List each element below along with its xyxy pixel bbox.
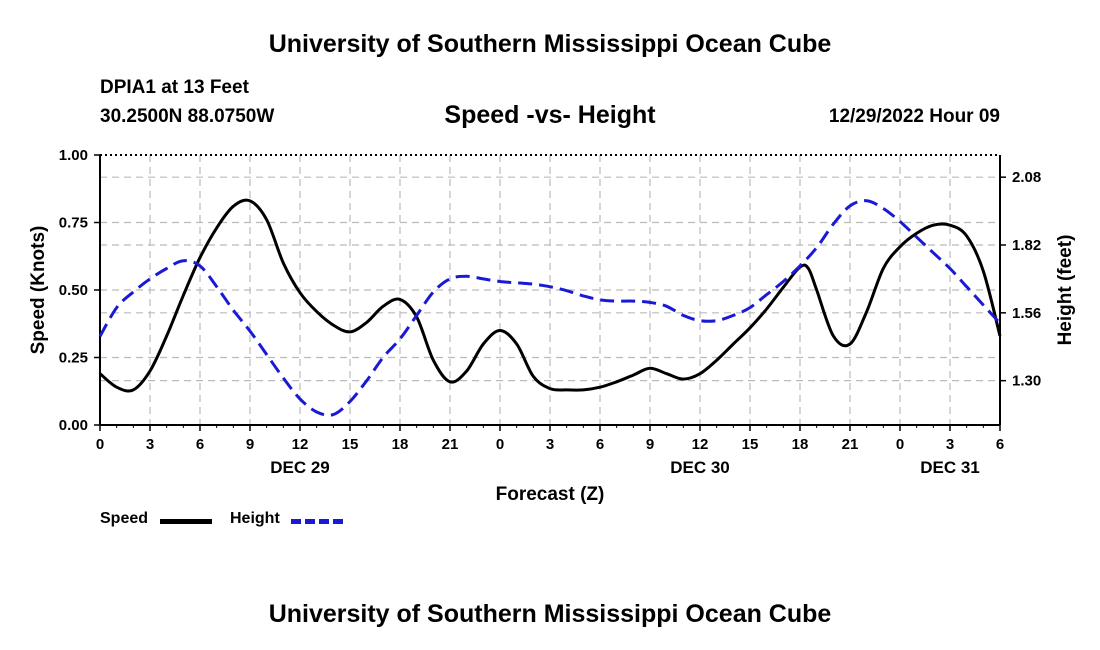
- y-left-tick-label: 0.75: [59, 215, 88, 232]
- x-tick-label: 21: [842, 436, 859, 453]
- y-left-axis-title: Speed (Knots): [28, 226, 49, 355]
- legend-height-label: Height: [230, 510, 280, 527]
- x-day-label: DEC 29: [270, 458, 330, 477]
- x-tick-label: 3: [546, 436, 554, 453]
- x-tick-label: 3: [146, 436, 154, 453]
- series-line-height: [98, 199, 1002, 417]
- y-left-tick-label: 0.50: [59, 282, 88, 299]
- series-line-speed: [99, 198, 1002, 393]
- y-left-tick-label: 1.00: [59, 147, 88, 164]
- x-tick-label: 6: [196, 436, 204, 453]
- chart-subtitle: Speed -vs- Height: [444, 101, 656, 129]
- x-tick-label: 0: [96, 436, 104, 453]
- station-label: DPIA1 at 13 Feet: [100, 77, 249, 98]
- x-tick-label: 6: [996, 436, 1004, 453]
- figure-title: University of Southern Mississippi Ocean…: [268, 30, 832, 58]
- x-tick-label: 15: [742, 436, 759, 453]
- y-right-tick-label: 1.82: [1012, 237, 1041, 254]
- x-tick-label: 18: [392, 436, 409, 453]
- x-tick-label: 9: [646, 436, 654, 453]
- y-right-tick-label: 1.56: [1012, 305, 1041, 322]
- footer-title: University of Southern Mississippi Ocean…: [268, 600, 832, 628]
- legend-speed-swatch: [160, 519, 212, 524]
- x-tick-label: 18: [792, 436, 809, 453]
- x-tick-label: 0: [896, 436, 904, 453]
- x-day-label: DEC 31: [920, 458, 980, 477]
- x-day-label: DEC 30: [670, 458, 730, 477]
- x-tick-label: 0: [496, 436, 504, 453]
- legend-speed-label: Speed: [100, 510, 149, 527]
- x-tick-label: 21: [442, 436, 459, 453]
- y-left-tick-label: 0.00: [59, 417, 88, 434]
- x-tick-label: 12: [692, 436, 709, 453]
- x-tick-label: 3: [946, 436, 954, 453]
- x-tick-label: 15: [342, 436, 359, 453]
- x-axis-title: Forecast (Z): [496, 484, 605, 505]
- y-right-tick-label: 2.08: [1012, 169, 1041, 186]
- y-right-tick-label: 1.30: [1012, 373, 1041, 390]
- y-left-tick-label: 0.25: [59, 350, 88, 367]
- forecast-datetime: 12/29/2022 Hour 09: [828, 106, 1000, 127]
- coordinates-label: 30.2500N 88.0750W: [100, 106, 275, 127]
- x-tick-label: 9: [246, 436, 254, 453]
- x-tick-label: 6: [596, 436, 604, 453]
- y-right-axis-title: Height (feet): [1055, 235, 1076, 346]
- legend-height-swatch: [291, 519, 343, 524]
- x-tick-label: 12: [292, 436, 309, 453]
